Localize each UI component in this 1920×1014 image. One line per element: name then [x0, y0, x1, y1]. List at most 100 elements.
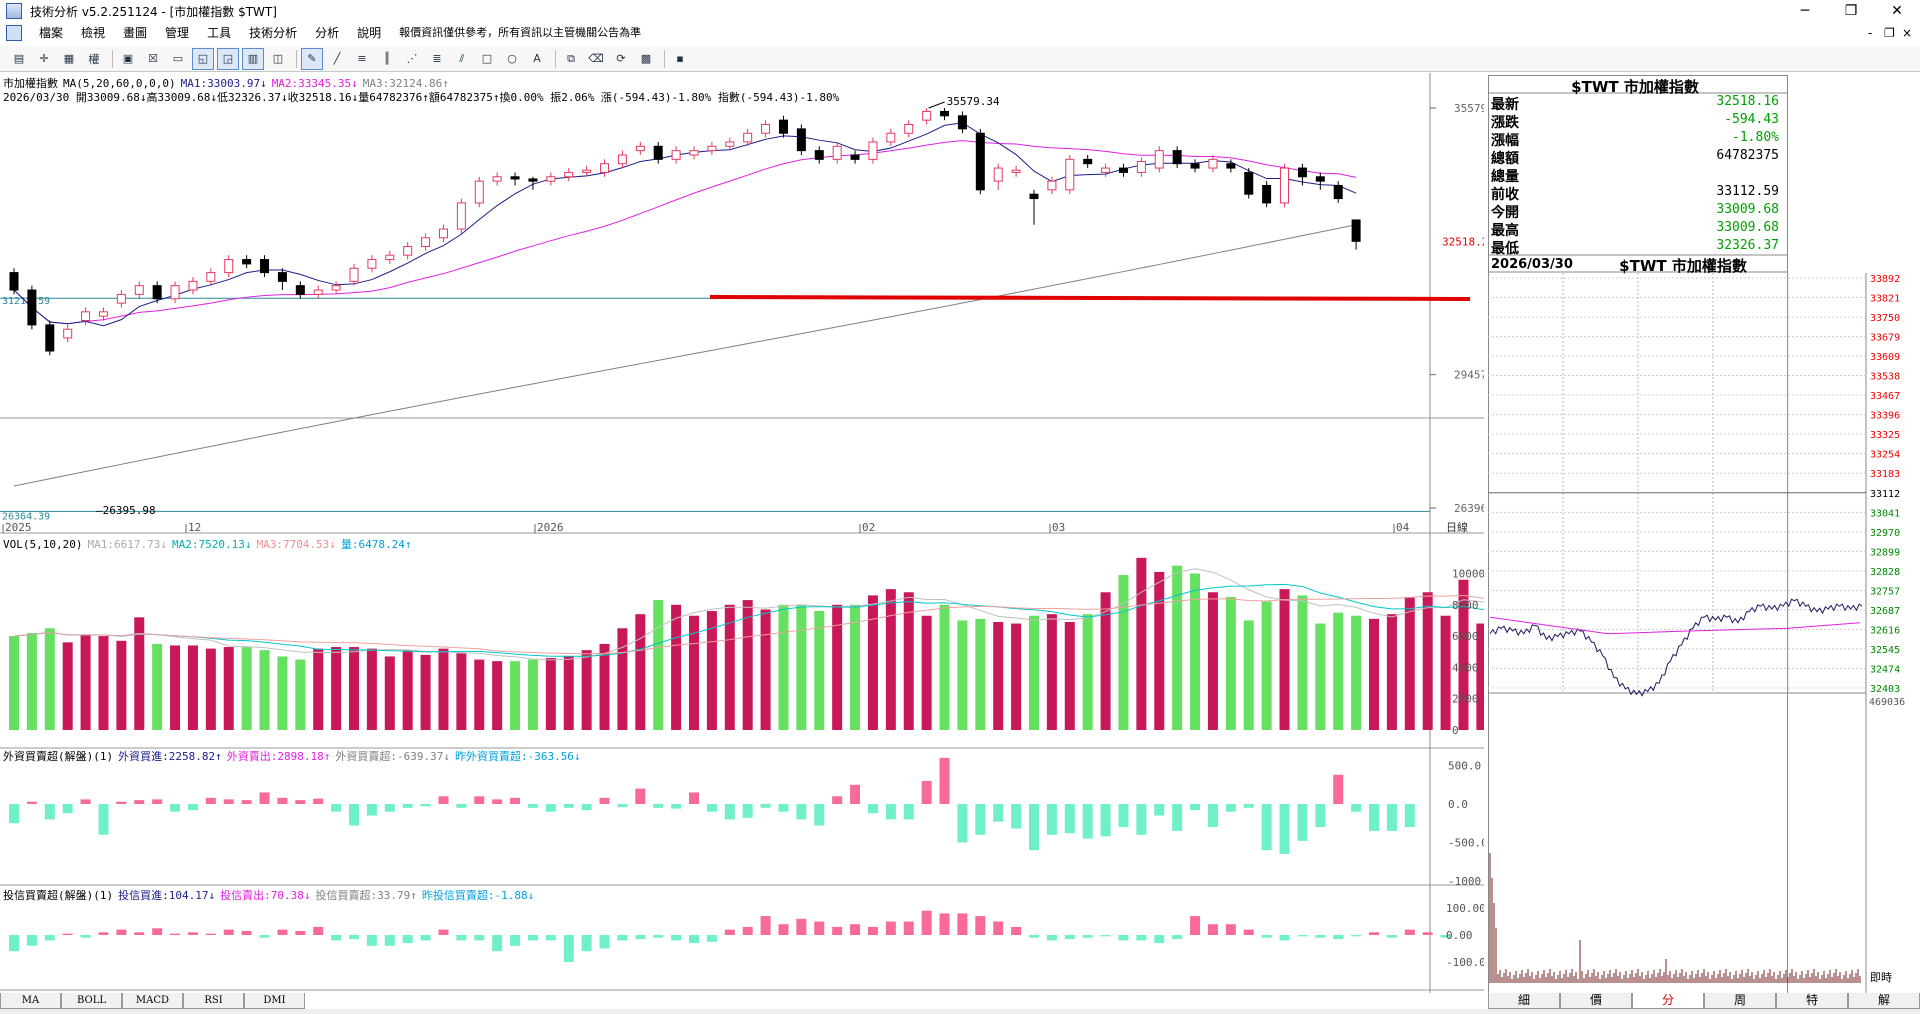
chart-c-icon[interactable]: ◲: [217, 47, 239, 70]
volume-bar: [80, 634, 91, 730]
volume-y-tick-label: 10000: [1452, 567, 1484, 580]
trust-bar: [1297, 935, 1308, 937]
excel-icon[interactable]: ▣: [122, 52, 134, 65]
menu-item-1[interactable]: 檢視: [81, 26, 106, 40]
close-button[interactable]: ✕: [1891, 3, 1903, 19]
chart-a-icon[interactable]: ▭: [172, 52, 184, 65]
bars-icon[interactable]: ║: [383, 52, 391, 65]
foreign-prev-label: 昨外資買賣超:-363.56↓: [454, 750, 581, 763]
text-icon[interactable]: ≡: [357, 52, 367, 65]
candle-body: [98, 311, 108, 317]
refresh-icon[interactable]: ⟳: [616, 52, 626, 65]
volume-bar: [187, 645, 198, 730]
tab-ma[interactable]: MA: [0, 993, 61, 1009]
line-icon[interactable]: ╱: [333, 52, 341, 65]
pen-icon[interactable]: ✎: [301, 47, 323, 70]
settings-icon[interactable]: ▤: [13, 52, 25, 65]
candle-body: [1208, 158, 1218, 169]
foreign-bar: [402, 804, 413, 808]
excel-x-icon[interactable]: ☒: [148, 52, 158, 65]
foreign-bar: [885, 804, 896, 820]
trust-bar: [563, 935, 574, 962]
trust-bar: [223, 929, 234, 935]
quote-label: 最新: [1491, 97, 1519, 113]
tab-boll[interactable]: BOLL: [61, 993, 122, 1009]
chart-e-icon[interactable]: ◫: [272, 52, 284, 65]
menu-item-5[interactable]: 技術分析: [249, 26, 298, 40]
candle-body: [1011, 169, 1021, 173]
chart-d-icon[interactable]: ▥: [242, 47, 264, 70]
circle-icon[interactable]: ○: [507, 52, 517, 65]
palette-icon[interactable]: ▩: [640, 52, 652, 65]
trust-bar: [1440, 935, 1451, 938]
foreign-bar: [1243, 804, 1254, 808]
foreign-bar: [384, 804, 395, 812]
rect-icon[interactable]: □: [481, 52, 493, 65]
grid-icon[interactable]: ▦: [63, 52, 75, 65]
chart-b-icon[interactable]: ◱: [192, 47, 214, 70]
copy-icon[interactable]: ⧉: [567, 51, 575, 65]
candle-body: [421, 237, 431, 247]
quote-tab-4[interactable]: 特: [1776, 993, 1848, 1009]
text-a-icon[interactable]: A: [533, 52, 541, 65]
volume-bar: [259, 650, 270, 730]
trust-y-tick-label: 0.00: [1446, 929, 1473, 942]
foreign-y-tick-label: 500.0: [1448, 760, 1481, 773]
mdi-restore-button[interactable]: ❐: [1884, 26, 1895, 40]
candle-body: [868, 141, 878, 160]
menu-item-8[interactable]: 報價資訊僅供參考，所有資訊以主管機關公告為準: [399, 26, 642, 39]
mdi-close-button[interactable]: ×: [1902, 26, 1913, 40]
chart-area[interactable]: 市加權指數 MA(5,20,60,0,0,0) MA1:33003.97↓ MA2:3…: [0, 73, 1484, 993]
minimize-button[interactable]: ─: [1800, 3, 1810, 19]
quote-tab-3[interactable]: 周: [1704, 993, 1776, 1009]
quote-tab-5[interactable]: 解: [1848, 993, 1920, 1009]
weight-button[interactable]: 權: [88, 52, 100, 66]
quote-label: 今開: [1491, 205, 1519, 221]
vol-label: 量:6478.24↑: [340, 538, 412, 551]
quote-label: 前收: [1491, 187, 1519, 203]
vol-ma2-label: MA2:7520.13↓: [171, 538, 252, 551]
trust-bar: [1369, 932, 1379, 935]
trust-bar: [706, 935, 717, 942]
maximize-button[interactable]: ❐: [1844, 3, 1858, 19]
trust-bar: [9, 935, 19, 952]
tab-rsi[interactable]: RSI: [183, 993, 244, 1009]
price-y-tick-label: 26396: [1454, 502, 1484, 515]
trust-bar: [885, 921, 896, 935]
foreign-bar: [474, 796, 485, 804]
trust-bar: [474, 935, 485, 941]
crosshair-icon[interactable]: ✛: [39, 52, 49, 65]
channel-icon[interactable]: ⫽: [459, 51, 465, 65]
trust-bar: [366, 935, 377, 946]
trust-bar: [420, 935, 431, 941]
quote-tab-0[interactable]: 細: [1488, 993, 1560, 1009]
menu-item-3[interactable]: 管理: [165, 26, 190, 40]
tab-macd[interactable]: MACD: [122, 993, 183, 1009]
minute-chart-svg[interactable]: 33892 33821 33750 33679 33609 33538 33467 33396…: [1488, 273, 1920, 993]
foreign-bar: [563, 804, 574, 808]
menu-item-6[interactable]: 分析: [315, 26, 340, 40]
high-label: 35579.34: [947, 95, 1000, 108]
eraser-icon[interactable]: ⌫: [588, 52, 604, 65]
quote-tab-2[interactable]: 分: [1632, 993, 1704, 1009]
menu-item-7[interactable]: 說明: [357, 26, 382, 40]
menu-item-2[interactable]: 畫圖: [123, 26, 148, 40]
fan-icon[interactable]: ⋰: [406, 52, 418, 65]
candle-body: [331, 285, 341, 291]
save-icon[interactable]: ▪: [676, 52, 684, 65]
trust-bar: [259, 935, 270, 938]
mdi-minimize-button[interactable]: -: [1868, 26, 1873, 40]
volume-bar: [1279, 589, 1290, 730]
volume-header: VOL(5,10,20) MA1:6617.73↓ MA2:7520.13↓ MA3:…: [3, 536, 417, 552]
candle-body: [796, 128, 806, 152]
menu-item-4[interactable]: 工具: [207, 26, 232, 40]
quote-tab-1[interactable]: 價: [1560, 993, 1632, 1009]
trust-bar: [1279, 935, 1290, 941]
main-chart-svg[interactable]: 31212.5926364.3935579.34—26395.983557929…: [0, 73, 1484, 993]
menu-item-0[interactable]: 檔案: [39, 26, 64, 40]
foreign-bar: [653, 804, 664, 808]
trust-bar: [492, 935, 503, 952]
fib-icon[interactable]: ≣: [432, 52, 442, 65]
tab-dmi[interactable]: DMI: [244, 993, 305, 1009]
trust-bar: [456, 935, 467, 941]
